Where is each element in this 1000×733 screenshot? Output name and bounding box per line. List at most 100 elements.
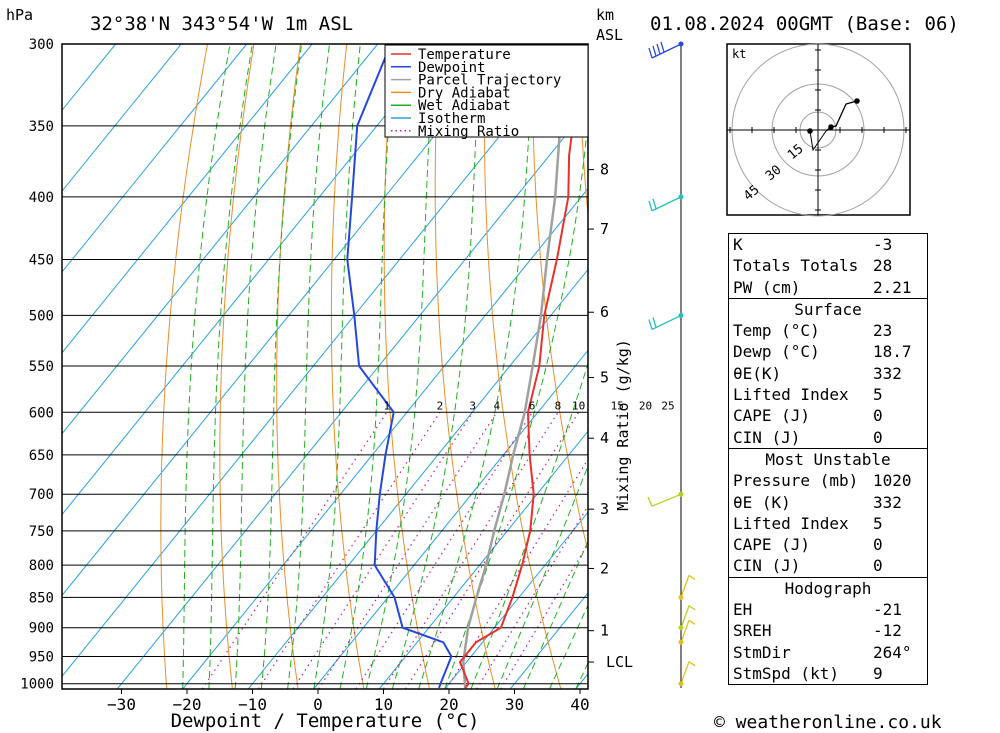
wet-adiabat-line: [470, 362, 588, 689]
km-tick-label: 7: [600, 220, 609, 238]
legend-label: Dewpoint: [418, 60, 485, 76]
dry-adiabat-line: [483, 44, 562, 689]
wind-barb-shaft: [651, 493, 682, 507]
hodograph-row: SREH -12: [733, 621, 902, 641]
index-row-totals: Totals Totals 28: [733, 256, 893, 276]
pressure-label: 300: [29, 37, 54, 53]
wet-adiabat-line: [339, 44, 396, 689]
x-axis-label: Dewpoint / Temperature (°C): [171, 710, 480, 732]
mixing-ratio-label: 1: [384, 399, 391, 412]
mixing-ratio-label: 15: [611, 399, 624, 412]
legend-label: Isotherm: [418, 111, 485, 127]
wind-barb-flag: [656, 43, 661, 55]
pressure-label: 600: [29, 405, 54, 421]
x-tick-label: 30: [505, 695, 524, 714]
hodograph-title: Hodograph: [784, 578, 872, 598]
legend-label: Mixing Ratio: [418, 124, 519, 140]
wind-barb-shaft: [680, 620, 690, 643]
hodograph-row: EH -21: [733, 600, 902, 620]
mixing-ratio-label: 25: [661, 399, 674, 412]
wind-barb-shaft: [680, 661, 690, 684]
dewpoint-curve: [346, 44, 453, 689]
isotherm-line: [378, 430, 588, 689]
datetime-title: 01.08.2024 00GMT (Base: 06): [650, 13, 959, 35]
pressure-label: 750: [29, 524, 54, 540]
wind-barb-flag: [688, 661, 696, 667]
mixing-ratio-line: [292, 411, 474, 689]
mixing-ratio-line: [382, 411, 559, 689]
most-unstable-row: Lifted Index 5: [733, 513, 883, 533]
hodograph-unit: kt: [732, 47, 746, 61]
wet-adiabat-line: [391, 44, 481, 689]
pressure-unit: hPa: [6, 6, 33, 24]
parcel-trajectory-curve: [462, 61, 568, 688]
wind-barb-shaft: [680, 605, 690, 628]
wet-adiabat-line: [313, 44, 361, 689]
wind-barb-shaft: [651, 196, 682, 212]
surface-row: CAPE (J) 0: [733, 406, 883, 426]
wind-barb: [680, 574, 696, 598]
km-tick-label: 5: [600, 369, 609, 387]
dry-adiabat-line: [578, 44, 588, 220]
legend-label: Temperature: [418, 47, 511, 63]
isotherm-line: [62, 44, 248, 273]
wind-barb-flag: [647, 496, 653, 507]
wind-barb-flag: [648, 200, 653, 212]
wind-barb: [648, 314, 682, 331]
wind-barb-flag: [652, 45, 657, 57]
mixing-ratio-label: 4: [494, 399, 501, 412]
surface-row: Lifted Index 5: [733, 385, 883, 405]
surface-row: Temp (°C) 23: [733, 321, 893, 341]
dry-adiabat-line: [950, 44, 1000, 689]
hodograph-point: [854, 98, 860, 104]
hodograph-point: [828, 124, 834, 130]
legend-label: Wet Adiabat: [418, 98, 511, 114]
km-tick-label: LCL: [606, 653, 633, 671]
pressure-label: 1000: [20, 677, 54, 693]
x-tick-label: 0: [313, 695, 323, 714]
dry-adiabat-line: [219, 44, 255, 689]
wind-column: [647, 41, 696, 688]
surface-title: Surface: [794, 299, 862, 319]
mixing-ratio-labels: 1 2 3 4 6 8 10 15 20 25: [384, 399, 675, 412]
wet-adiabat-line: [549, 604, 588, 689]
pressure-label: 950: [29, 649, 54, 665]
legend-box: [384, 44, 589, 138]
wind-barb-shaft: [680, 575, 690, 598]
isotherm-line: [62, 44, 182, 192]
legend-label: Parcel Trajectory: [418, 73, 561, 89]
dry-adiabat-line: [160, 44, 208, 689]
wind-barb-flag: [648, 319, 653, 330]
mixing-ratio-line: [404, 411, 580, 689]
background-lines: [62, 44, 1000, 689]
pressure-label: 500: [29, 308, 54, 324]
most-unstable-title: Most Unstable: [765, 449, 891, 469]
km-tick-label: 2: [600, 559, 609, 577]
x-tick-label: −10: [238, 695, 267, 714]
axes: 3003504004505005506006507007508008509009…: [20, 37, 633, 714]
wet-adiabat-line: [418, 44, 534, 689]
mixing-ratio-label: 6: [529, 399, 536, 412]
wet-adiabat-line: [287, 44, 330, 689]
mixing-ratio-line: [257, 411, 441, 689]
x-tick-label: 40: [570, 695, 589, 714]
mixing-ratio-label: 8: [555, 399, 562, 412]
dry-adiabat-line: [434, 44, 496, 689]
wind-barb: [648, 41, 682, 59]
most-unstable-row: CAPE (J) 0: [733, 535, 883, 555]
wet-adiabat-line: [522, 540, 588, 689]
mixing-ratio-axis-label: Mixing Ratio (g/kg): [614, 339, 632, 511]
wind-barb-flag: [660, 41, 665, 53]
km-tick-label: 1: [600, 622, 609, 640]
x-tick-label: −30: [107, 695, 136, 714]
dry-adiabat-line: [383, 44, 430, 689]
pressure-label: 700: [29, 487, 54, 503]
wind-barb-flag: [652, 198, 657, 210]
surface-row: CIN (J) 0: [733, 427, 883, 447]
mixing-ratio-line: [355, 411, 533, 689]
km-tick-label: 8: [600, 161, 609, 179]
x-tick-label: 20: [439, 695, 458, 714]
legend-label: Dry Adiabat: [418, 85, 511, 101]
